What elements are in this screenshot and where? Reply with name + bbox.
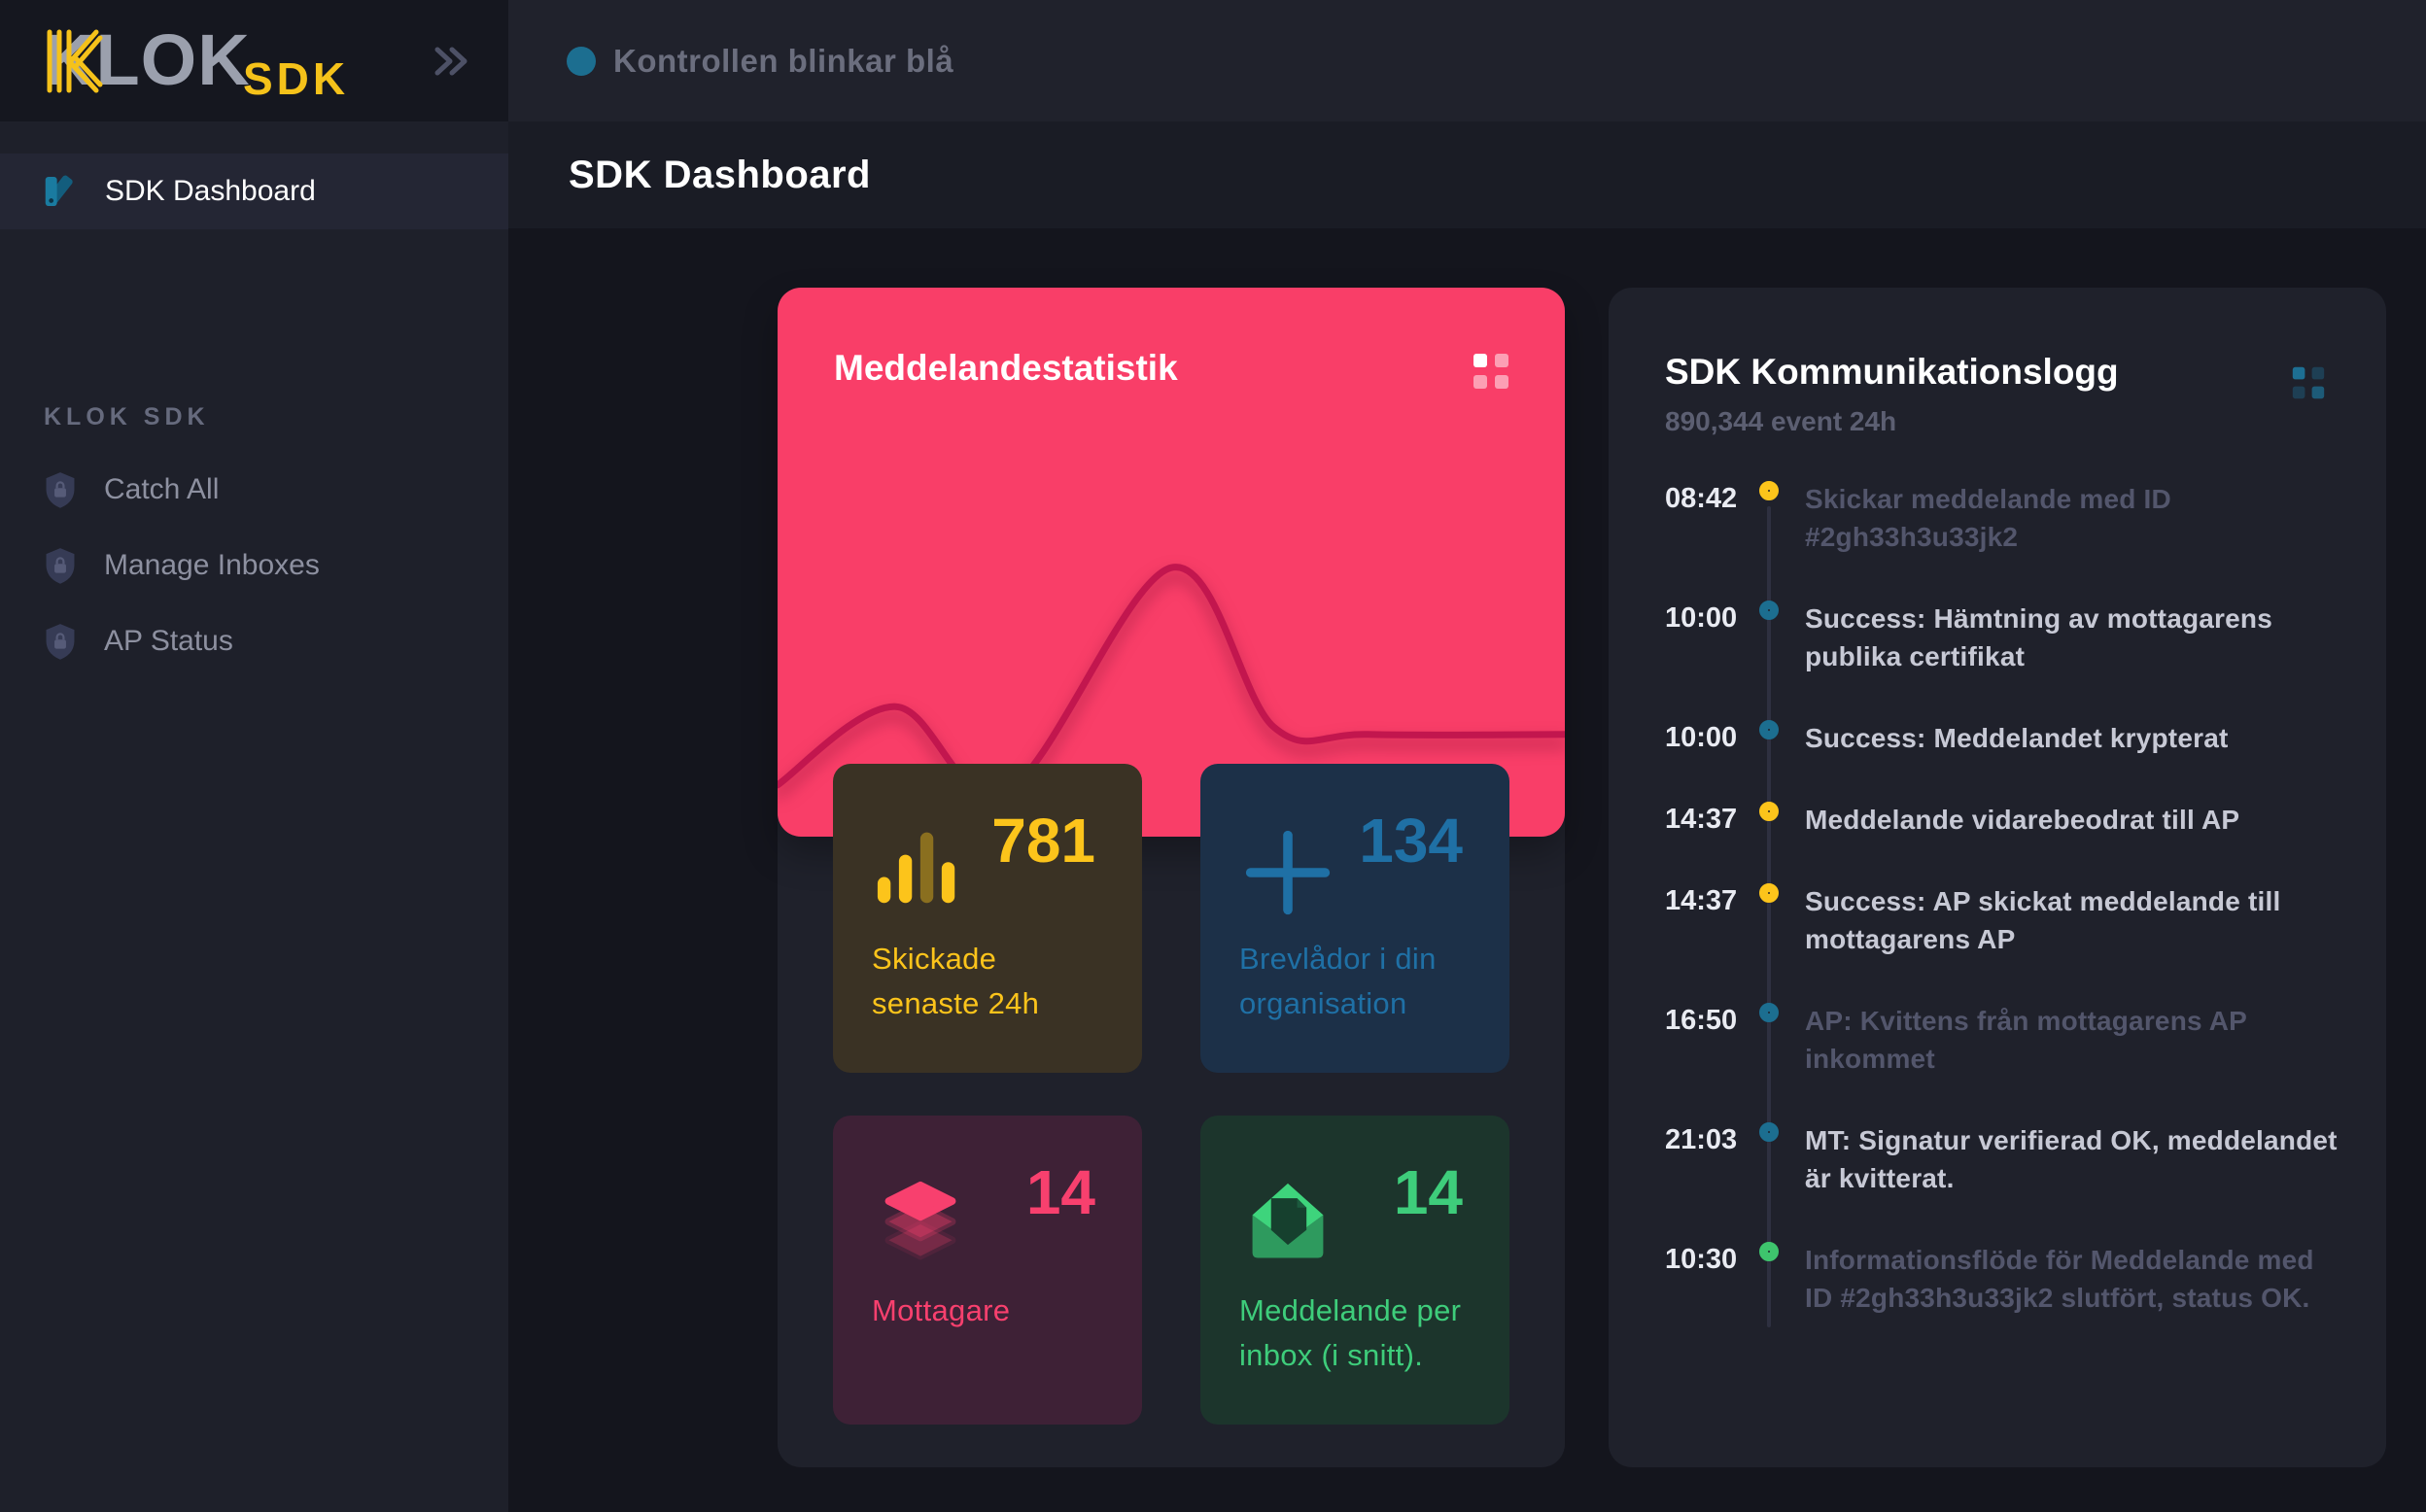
- stat-tile-sent-24h: 781 Skickade senaste 24h: [833, 764, 1142, 1073]
- stat-tile-recipients: 14 Mottagare: [833, 1116, 1142, 1425]
- event-time: 10:00: [1665, 600, 1741, 675]
- stat-value: 14: [1394, 1156, 1463, 1228]
- log-event: 16:50 AP: Kvittens från mottagarens AP i…: [1665, 1002, 2345, 1078]
- stat-tiles: 781 Skickade senaste 24h 134 Brevlådor i…: [833, 764, 1509, 1425]
- log-panel-subtitle: 890,344 event 24h: [1665, 406, 1896, 437]
- event-text: Success: Meddelandet krypterat: [1805, 719, 2345, 757]
- log-event: 21:03 MT: Signatur verifierad OK, meddel…: [1665, 1121, 2345, 1197]
- event-time: 10:00: [1665, 719, 1741, 757]
- page-title: SDK Dashboard: [569, 154, 871, 197]
- card-menu-icon[interactable]: [1472, 352, 1510, 391]
- sidebar-item-manage-inboxes[interactable]: Manage Inboxes: [0, 528, 508, 603]
- envelope-open-icon: [1243, 1180, 1333, 1269]
- sidebar-item-sdk-dashboard[interactable]: SDK Dashboard: [0, 154, 508, 229]
- event-text: AP: Kvittens från mottagarens AP inkomme…: [1805, 1002, 2345, 1078]
- shield-lock-icon: [44, 546, 77, 585]
- stat-value: 14: [1026, 1156, 1095, 1228]
- event-time: 14:37: [1665, 882, 1741, 958]
- log-event: 10:00 Success: Meddelandet krypterat: [1665, 719, 2345, 757]
- stat-value: 134: [1359, 805, 1463, 876]
- event-marker-icon: [1759, 802, 1779, 821]
- log-event: 14:37 Meddelande vidarebeodrat till AP: [1665, 801, 2345, 839]
- log-menu-icon[interactable]: [2291, 365, 2326, 400]
- shield-lock-icon: [44, 470, 77, 509]
- event-text: Success: Hämtning av mottagarens publika…: [1805, 600, 2345, 675]
- stat-tile-inboxes: 134 Brevlådor i din organisation: [1200, 764, 1509, 1073]
- log-panel-title: SDK Kommunikationslogg: [1665, 352, 2119, 393]
- logo-block: KLOK SDK: [0, 0, 508, 121]
- stat-value: 781: [991, 805, 1095, 876]
- klok-logo: KLOK SDK: [41, 20, 391, 102]
- event-marker-icon: [1759, 1122, 1779, 1142]
- stat-label: Skickade senaste 24h: [872, 937, 1101, 1026]
- message-stats-panel: Meddelandestatistik 781 Skickade senaste…: [778, 288, 1565, 1467]
- stat-label: Brevlådor i din organisation: [1239, 937, 1469, 1026]
- stat-tile-messages-per-inbox: 14 Meddelande per inbox (i snitt).: [1200, 1116, 1509, 1425]
- event-time: 14:37: [1665, 801, 1741, 839]
- message-stats-card: Meddelandestatistik: [778, 288, 1565, 837]
- sidebar: SDK Dashboard KLOK SDK Catch All Manage …: [0, 121, 508, 1512]
- sidebar-item-label: SDK Dashboard: [105, 175, 316, 208]
- event-text: Skickar meddelande med ID #2gh33h3u33jk2: [1805, 480, 2345, 556]
- status-dot-icon: [567, 47, 596, 76]
- event-marker-icon: [1759, 1003, 1779, 1022]
- logo-sub-text: SDK: [243, 53, 349, 102]
- event-time: 08:42: [1665, 480, 1741, 556]
- log-event: 08:42 Skickar meddelande med ID #2gh33h3…: [1665, 480, 2345, 556]
- heading-band: SDK Dashboard: [508, 121, 2426, 228]
- stat-label: Meddelande per inbox (i snitt).: [1239, 1289, 1469, 1378]
- event-time: 21:03: [1665, 1121, 1741, 1197]
- event-marker-icon: [1759, 1242, 1779, 1261]
- plus-icon: [1243, 828, 1333, 917]
- sidebar-item-label: Catch All: [104, 473, 219, 506]
- stat-label: Mottagare: [872, 1289, 1101, 1333]
- sidebar-item-catch-all[interactable]: Catch All: [0, 452, 508, 528]
- app-root: KLOK SDK Kontrollen blinkar blå SDK D: [0, 0, 2426, 1512]
- sidebar-items: Catch All Manage Inboxes AP Status: [0, 452, 508, 679]
- event-text: Meddelande vidarebeodrat till AP: [1805, 801, 2345, 839]
- event-marker-icon: [1759, 883, 1779, 903]
- communication-log-panel: SDK Kommunikationslogg 890,344 event 24h…: [1609, 288, 2386, 1467]
- sidebar-collapse-icon[interactable]: [432, 45, 470, 78]
- log-event: 10:30 Informationsflöde för Meddelande m…: [1665, 1241, 2345, 1317]
- event-time: 10:30: [1665, 1241, 1741, 1317]
- event-text: Informationsflöde för Meddelande med ID …: [1805, 1241, 2345, 1317]
- topbar: Kontrollen blinkar blå: [508, 0, 2426, 121]
- sidebar-section-label: KLOK SDK: [44, 403, 210, 431]
- bar-chart-icon: [876, 828, 959, 906]
- event-marker-icon: [1759, 601, 1779, 620]
- event-text: Success: AP skickat meddelande till mott…: [1805, 882, 2345, 958]
- log-event: 14:37 Success: AP skickat meddelande til…: [1665, 882, 2345, 958]
- sidebar-item-label: Manage Inboxes: [104, 549, 320, 582]
- topbar-status-text: Kontrollen blinkar blå: [613, 43, 953, 80]
- event-text: MT: Signatur verifierad OK, meddelandet …: [1805, 1121, 2345, 1197]
- sidebar-item-ap-status[interactable]: AP Status: [0, 603, 508, 679]
- sidebar-item-label: AP Status: [104, 625, 233, 658]
- layers-icon: [876, 1180, 965, 1269]
- log-event: 10:00 Success: Hämtning av mottagarens p…: [1665, 600, 2345, 675]
- event-list: 08:42 Skickar meddelande med ID #2gh33h3…: [1665, 480, 2345, 1360]
- palette-icon: [41, 173, 78, 210]
- message-stats-title: Meddelandestatistik: [834, 348, 1178, 389]
- shield-lock-icon: [44, 622, 77, 661]
- event-time: 16:50: [1665, 1002, 1741, 1078]
- event-marker-icon: [1759, 720, 1779, 739]
- event-marker-icon: [1759, 481, 1779, 500]
